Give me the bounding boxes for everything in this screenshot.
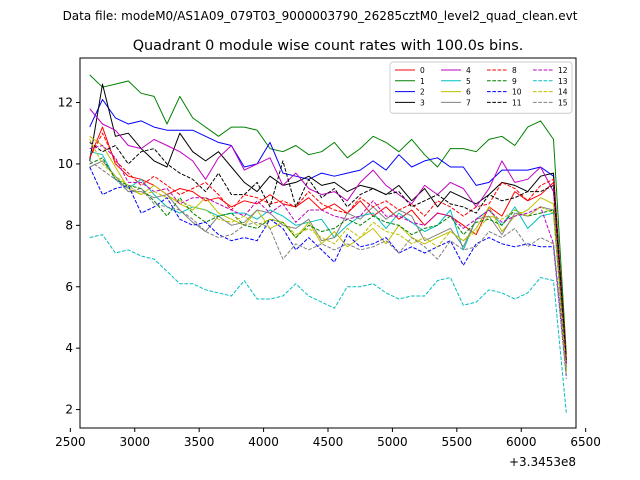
y-tick-label: 2 xyxy=(65,403,73,417)
series-line-13 xyxy=(89,234,567,413)
x-tick-label: 4500 xyxy=(313,435,344,449)
y-tick-label: 10 xyxy=(58,157,73,171)
legend-label-11: 11 xyxy=(512,98,522,107)
series-layer xyxy=(89,74,567,413)
x-offset-label: +3.3453e8 xyxy=(509,455,576,469)
legend-label-10: 10 xyxy=(512,88,522,97)
series-line-1 xyxy=(89,74,567,355)
series-line-15 xyxy=(89,160,567,379)
chart-suptitle: Data file: modeM0/AS1A09_079T03_90000037… xyxy=(63,9,578,23)
axes-frame xyxy=(80,58,576,428)
legend-label-0: 0 xyxy=(420,66,425,75)
legend-label-14: 14 xyxy=(558,88,568,97)
legend-label-15: 15 xyxy=(558,98,568,107)
legend-label-2: 2 xyxy=(420,88,425,97)
x-tick-label: 6500 xyxy=(570,435,601,449)
series-line-2 xyxy=(89,99,567,364)
chart-title: Quadrant 0 module wise count rates with … xyxy=(133,38,524,54)
y-tick-label: 8 xyxy=(65,218,73,232)
legend-label-1: 1 xyxy=(420,77,425,86)
legend-label-4: 4 xyxy=(466,66,471,75)
y-tick-label: 12 xyxy=(58,96,73,110)
series-line-14 xyxy=(89,139,567,373)
series-line-9 xyxy=(89,157,567,370)
series-line-6 xyxy=(89,135,567,373)
x-tick-label: 3500 xyxy=(184,435,215,449)
series-line-7 xyxy=(89,160,567,367)
series-line-3 xyxy=(89,83,567,361)
x-axis: 2500 3000 3500 4000 4500 5000 5500 6000 6500 xyxy=(55,428,601,449)
y-tick-label: 6 xyxy=(65,280,73,294)
plot-area xyxy=(79,57,577,429)
y-tick-label: 4 xyxy=(65,341,73,355)
x-tick-label: 6000 xyxy=(506,435,537,449)
legend-label-12: 12 xyxy=(558,66,568,75)
x-tick-label: 5500 xyxy=(442,435,473,449)
legend-box xyxy=(389,61,573,114)
series-line-12 xyxy=(89,145,567,367)
legend-label-8: 8 xyxy=(512,66,517,75)
legend-label-3: 3 xyxy=(420,98,425,107)
x-tick-label: 2500 xyxy=(55,435,86,449)
series-line-10 xyxy=(89,166,567,376)
legend-label-6: 6 xyxy=(466,88,471,97)
series-line-11 xyxy=(89,141,567,361)
legend-label-7: 7 xyxy=(466,98,471,107)
legend-label-13: 13 xyxy=(558,77,568,86)
legend-label-5: 5 xyxy=(466,77,471,86)
x-tick-label: 4000 xyxy=(248,435,279,449)
y-axis: 2 4 6 8 10 12 xyxy=(58,96,80,417)
x-tick-label: 5000 xyxy=(377,435,408,449)
legend-label-9: 9 xyxy=(512,77,517,86)
x-tick-label: 3000 xyxy=(119,435,150,449)
series-line-8 xyxy=(89,132,567,358)
